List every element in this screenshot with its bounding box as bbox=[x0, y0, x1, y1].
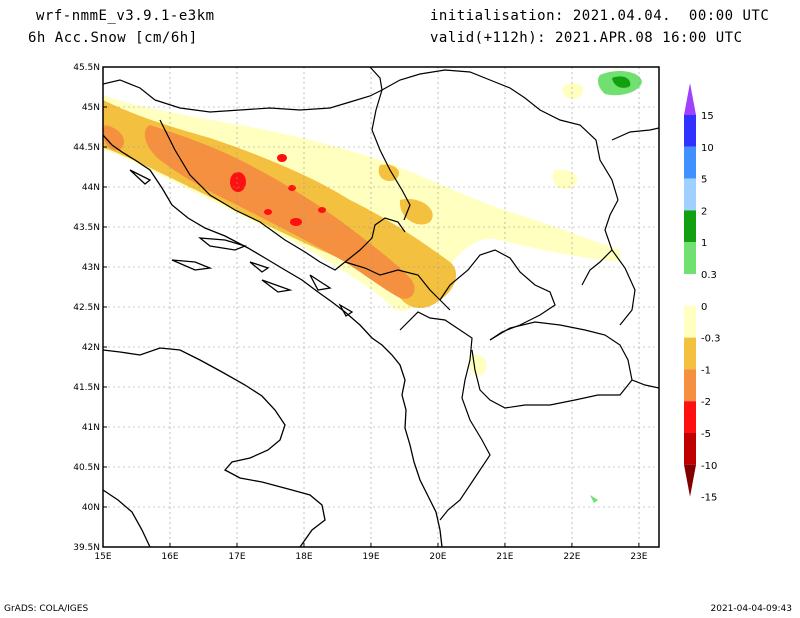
graticule bbox=[103, 67, 659, 547]
lon-tick-label: 22E bbox=[563, 552, 580, 562]
colorbar-level-label: -10 bbox=[701, 461, 717, 472]
colorbar-level-label: 5 bbox=[701, 175, 707, 186]
colorbar-bin bbox=[684, 115, 696, 147]
lon-tick-label: 20E bbox=[429, 552, 446, 562]
lat-tick-label: 44.5N bbox=[73, 143, 100, 153]
colorbar-level-label: 2 bbox=[701, 206, 707, 217]
lat-tick-label: 42.5N bbox=[73, 303, 100, 313]
lat-tick-label: 43.5N bbox=[73, 223, 100, 233]
colorbar-level-label: 10 bbox=[701, 143, 714, 154]
model-title: wrf-nmmE_v3.9.1-e3km bbox=[36, 8, 215, 24]
latitude-labels: 39.5N 40N 40.5N 41N 41.5N 42N 42.5N 43N 43.5N 44N… bbox=[73, 63, 107, 553]
lon-tick-label: 16E bbox=[161, 552, 178, 562]
colorbar-bin bbox=[684, 305, 696, 338]
lon-tick-label: 18E bbox=[295, 552, 312, 562]
lon-tick-label: 23E bbox=[630, 552, 647, 562]
colorbar-level-label: 15 bbox=[701, 111, 714, 122]
grads-credit: GrADS: COLA/IGES bbox=[4, 604, 89, 614]
colorbar-level-label: -5 bbox=[701, 429, 711, 440]
colorbar-bin bbox=[684, 146, 696, 179]
lat-tick-label: 44N bbox=[82, 183, 100, 193]
lon-tick-label: 15E bbox=[94, 552, 111, 562]
coastlines bbox=[103, 134, 443, 547]
snow-field bbox=[103, 70, 642, 503]
plot-timestamp: 2021-04-04-09:43 bbox=[710, 604, 793, 614]
colorbar-bin bbox=[684, 369, 696, 402]
lon-tick-label: 19E bbox=[362, 552, 379, 562]
lon-tick-label: 17E bbox=[228, 552, 245, 562]
colorbar-bin bbox=[684, 337, 696, 370]
colorbar-bin bbox=[684, 210, 696, 243]
country-borders bbox=[103, 67, 659, 521]
longitude-labels: 15E 16E 17E 18E 19E 20E 21E 22E 23E bbox=[94, 543, 648, 562]
valid-time: valid(+112h): 2021.APR.08 16:00 UTC bbox=[430, 30, 743, 46]
lat-tick-label: 45N bbox=[82, 103, 100, 113]
colorbar-level-label: -15 bbox=[701, 493, 717, 504]
colorbar-level-label: 0 bbox=[701, 302, 707, 313]
colorbar-level-label: -0.3 bbox=[701, 334, 721, 345]
colorbar-legend: 15 10 5 2 1 0.3 0 -0.3 -1 -2 -5 -10 -15 bbox=[684, 83, 721, 504]
snow-band-light bbox=[103, 95, 620, 311]
lat-tick-label: 40.5N bbox=[73, 463, 100, 473]
initialisation-time: initialisation: 2021.04.04. 00:00 UTC bbox=[430, 8, 770, 24]
lon-tick-label: 21E bbox=[496, 552, 513, 562]
colorbar-top-arrow bbox=[684, 83, 696, 115]
lat-tick-label: 40N bbox=[82, 503, 100, 513]
colorbar-bin bbox=[684, 401, 696, 433]
lat-tick-label: 39.5N bbox=[73, 543, 100, 553]
lat-tick-label: 45.5N bbox=[73, 63, 100, 73]
colorbar-bin bbox=[684, 274, 696, 306]
colorbar-bin bbox=[684, 242, 696, 274]
colorbar-bin bbox=[684, 178, 696, 211]
colorbar-bin bbox=[684, 433, 696, 465]
colorbar-level-label: -1 bbox=[701, 365, 711, 376]
lat-tick-label: 41N bbox=[82, 423, 100, 433]
lat-tick-label: 42N bbox=[82, 343, 100, 353]
colorbar-level-label: 0.3 bbox=[701, 270, 717, 281]
lat-tick-label: 41.5N bbox=[73, 383, 100, 393]
colorbar-level-label: 1 bbox=[701, 238, 707, 249]
field-title: 6h Acc.Snow [cm/6h] bbox=[28, 30, 198, 46]
colorbar-level-label: -2 bbox=[701, 397, 711, 408]
lat-tick-label: 43N bbox=[82, 263, 100, 273]
colorbar-bottom-arrow bbox=[684, 464, 696, 497]
snow-band-heavy bbox=[144, 125, 415, 299]
